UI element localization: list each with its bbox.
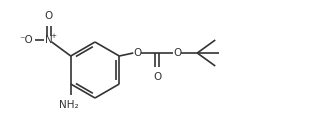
Text: NH₂: NH₂ (59, 100, 79, 110)
Text: ⁻O: ⁻O (19, 35, 32, 45)
Text: +: + (51, 33, 57, 39)
Text: O: O (173, 48, 181, 58)
Text: O: O (153, 72, 161, 82)
Text: O: O (133, 48, 141, 58)
Text: N: N (45, 35, 52, 45)
Text: O: O (45, 11, 53, 21)
